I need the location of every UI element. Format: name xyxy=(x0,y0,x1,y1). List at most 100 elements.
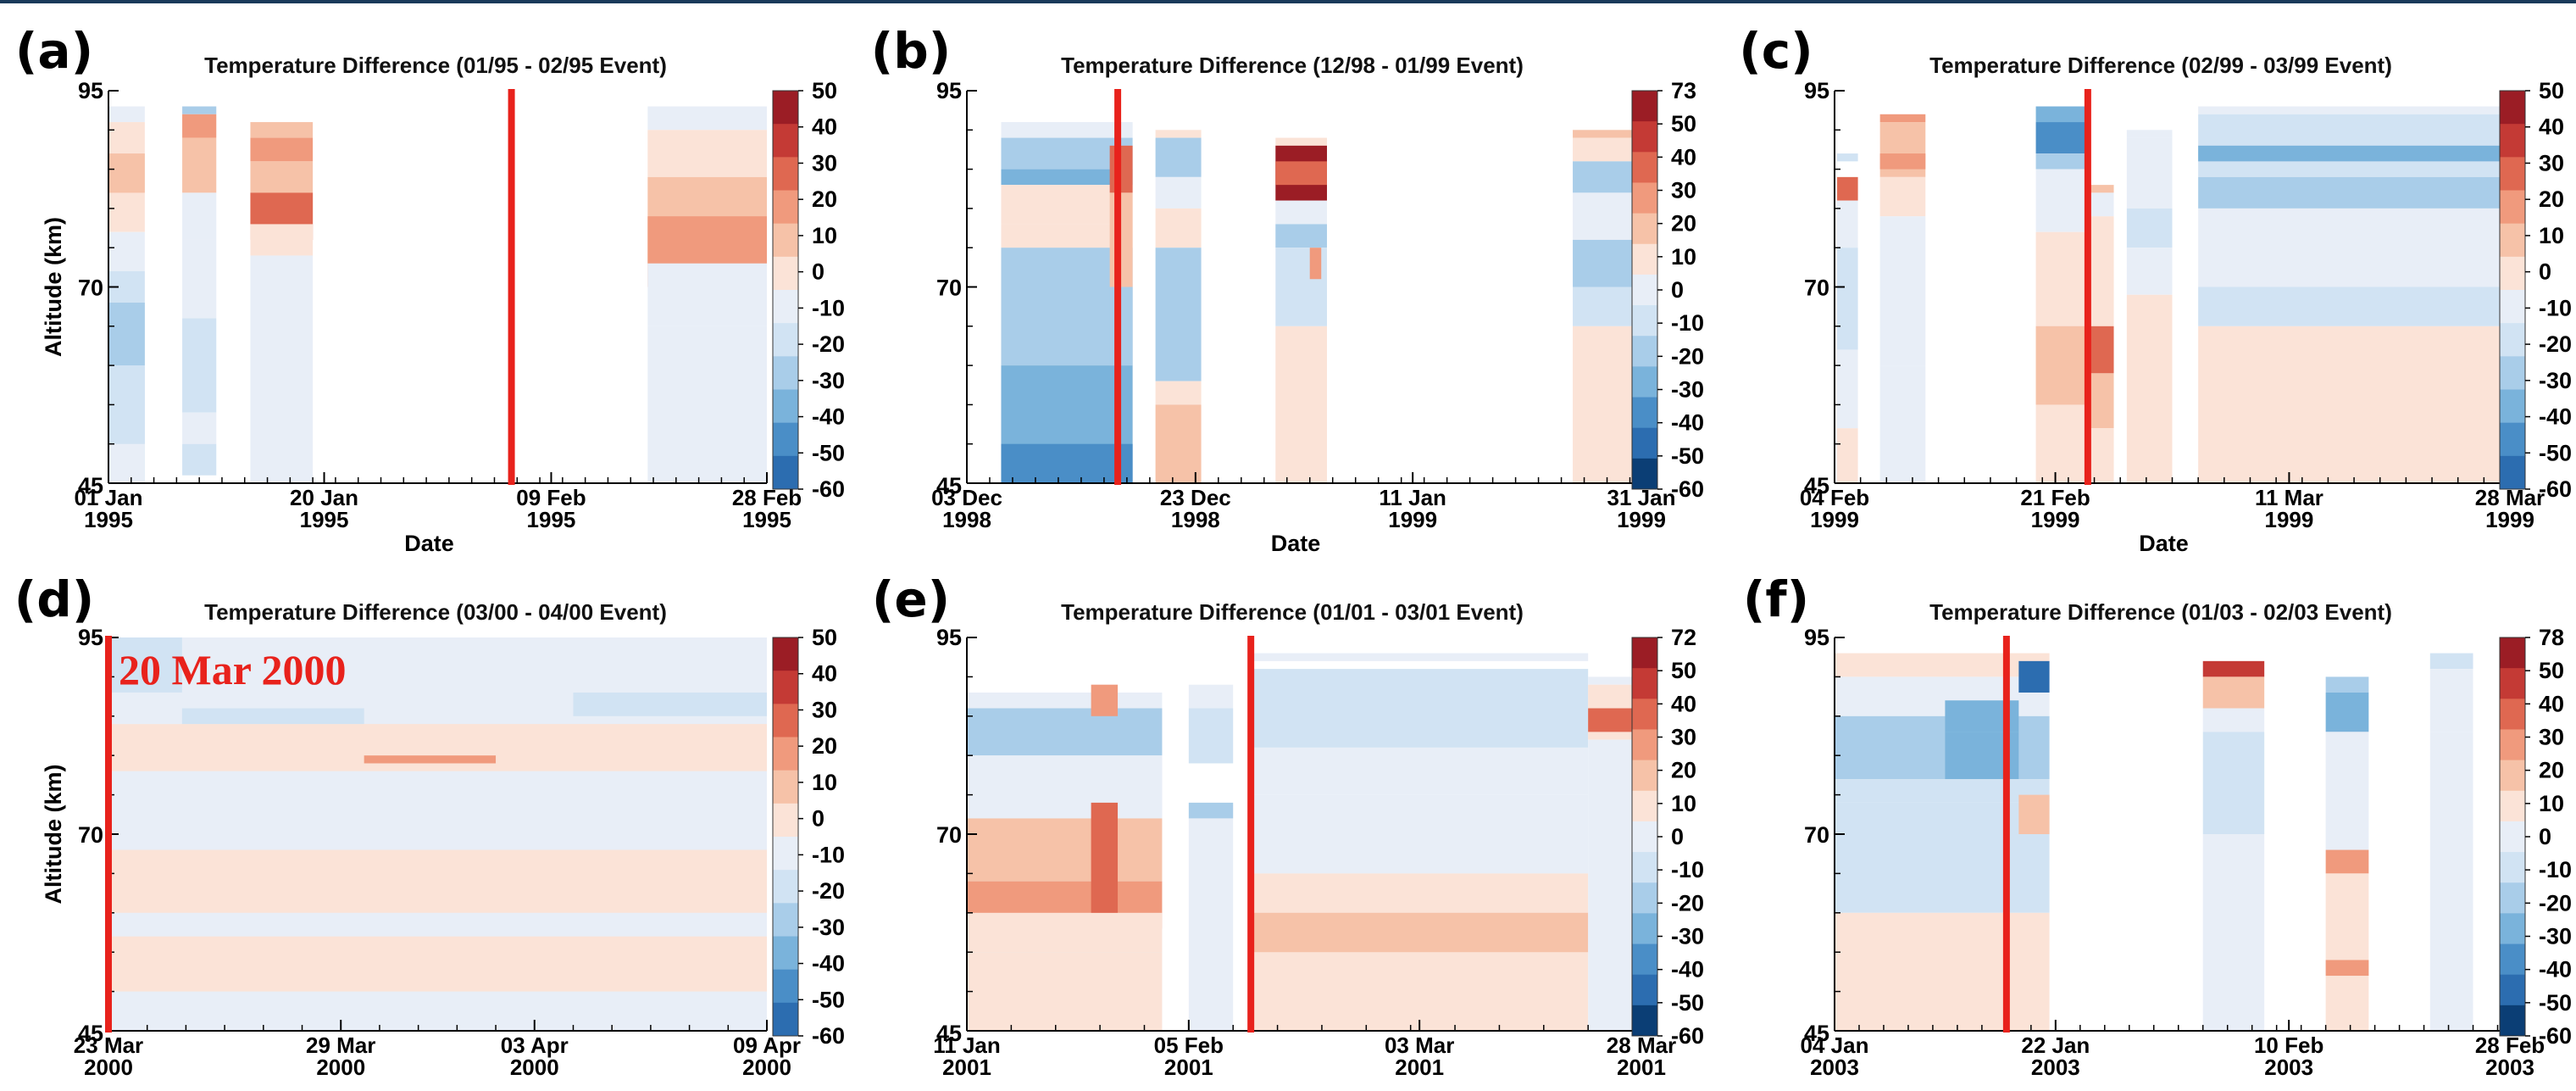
heatmap-cells xyxy=(108,106,767,483)
heatmap-cell xyxy=(1588,676,1641,685)
colorbar-swatch xyxy=(2500,157,2525,191)
y-tick-label: 95 xyxy=(936,625,962,650)
colorbar-swatch xyxy=(1632,668,1657,699)
top-border-line xyxy=(0,0,2576,3)
x-axis-label: Date xyxy=(404,531,454,556)
panel-title: Temperature Difference (01/95 - 02/95 Ev… xyxy=(204,53,667,78)
colorbar-swatch xyxy=(773,455,798,490)
colorbar-label: -30 xyxy=(812,368,845,393)
colorbar-swatch xyxy=(773,190,798,225)
colorbar-label: 20 xyxy=(2539,758,2564,783)
colorbar-swatch xyxy=(1632,458,1657,490)
x-tick-year: 2001 xyxy=(1395,1055,1444,1080)
colorbar-label: -40 xyxy=(812,951,845,977)
colorbar-swatch xyxy=(2500,913,2525,945)
colorbar-label: 50 xyxy=(812,78,837,103)
heatmap-cell xyxy=(2198,208,2510,287)
heatmap-cell xyxy=(182,114,217,138)
colorbar-label: 20 xyxy=(1671,211,1696,237)
x-tick-label: 03 Dec xyxy=(931,485,1002,510)
heatmap-cell xyxy=(1155,208,1202,248)
heatmap-cell xyxy=(1188,708,1234,764)
heatmap-cell xyxy=(2198,326,2510,483)
colorbar-swatch xyxy=(2500,422,2525,457)
colorbar-label: -50 xyxy=(2539,440,2572,465)
panel-letter: (f) xyxy=(1743,571,1809,628)
y-tick-label: 45 xyxy=(1804,473,1829,498)
heatmap-cell xyxy=(1837,200,1858,248)
colorbar-label: -40 xyxy=(1671,957,1704,982)
colorbar-swatch xyxy=(1632,366,1657,398)
colorbar-label: -20 xyxy=(2539,331,2572,357)
colorbar-swatch xyxy=(2500,356,2525,390)
colorbar-swatch xyxy=(1632,243,1657,276)
colorbar-swatch xyxy=(2500,699,2525,730)
heatmap-cell xyxy=(1573,137,1641,162)
colorbar-label: -20 xyxy=(812,878,845,904)
colorbar-swatch xyxy=(1632,760,1657,792)
heatmap-cell xyxy=(2325,676,2369,693)
heatmap-cell xyxy=(108,231,145,271)
colorbar-label: 10 xyxy=(1671,791,1696,816)
y-tick-label: 95 xyxy=(1804,625,1829,650)
chart-panel-b: (b) Temperature Difference (12/98 - 01/99… xyxy=(871,22,1704,556)
x-tick-year: 2003 xyxy=(2031,1055,2080,1080)
heatmap-cell xyxy=(2202,732,2265,834)
heatmap-cell xyxy=(1835,912,2050,1031)
colorbar-label: 78 xyxy=(2539,625,2564,650)
colorbar-swatch xyxy=(773,704,798,738)
colorbar-label: -20 xyxy=(2539,890,2572,916)
colorbar-frame xyxy=(772,90,799,490)
colorbar-label: -20 xyxy=(812,331,845,357)
x-tick-year: 2000 xyxy=(510,1055,559,1080)
heatmap-cell xyxy=(2126,130,2173,138)
panel-letter: (e) xyxy=(872,571,950,628)
colorbar-label: 0 xyxy=(812,806,824,832)
colorbar-label: 50 xyxy=(1671,658,1696,683)
heatmap-cell xyxy=(1109,287,1133,366)
y-tick-label: 45 xyxy=(78,473,103,498)
heatmap-cell xyxy=(108,849,767,913)
heatmap-cell xyxy=(1573,161,1641,193)
y-tick-label: 70 xyxy=(936,822,962,848)
colorbar-swatch xyxy=(773,803,798,838)
colorbar-label: -30 xyxy=(1671,377,1704,403)
heatmap-cell xyxy=(967,912,1163,953)
heatmap-cell xyxy=(1573,326,1641,483)
heatmap-cell xyxy=(1275,326,1327,483)
heatmap-cell xyxy=(1188,802,1234,819)
colorbar-swatch xyxy=(2500,974,2525,1006)
heatmap-cell xyxy=(1275,137,1327,146)
x-tick-label: 04 Feb xyxy=(1800,485,1869,510)
colorbar-swatch xyxy=(773,737,798,771)
x-tick-year: 2003 xyxy=(2485,1055,2534,1080)
heatmap-cell xyxy=(967,708,1163,756)
heatmap-cell xyxy=(108,365,145,444)
x-tick-year: 1995 xyxy=(84,507,133,532)
colorbar-label: 30 xyxy=(1671,178,1696,203)
heatmap-cell xyxy=(108,106,145,123)
heatmap-cell xyxy=(1091,802,1119,913)
colorbar-label: -30 xyxy=(2539,924,2572,949)
colorbar-swatch xyxy=(2500,760,2525,792)
heatmap-cell xyxy=(1879,216,1926,366)
colorbar-label: -50 xyxy=(812,987,845,1012)
colorbar-swatch xyxy=(1632,152,1657,183)
heatmap-cell xyxy=(1835,779,2050,803)
colorbar-label: -60 xyxy=(812,1023,845,1049)
x-tick-label: 04 Jan xyxy=(1801,1033,1869,1058)
heatmap-cell xyxy=(182,106,217,114)
heatmap-cell xyxy=(1275,161,1327,186)
colorbar-frame xyxy=(2499,90,2526,490)
heatmap-cell xyxy=(2126,137,2173,209)
heatmap-cells xyxy=(1837,106,2510,483)
y-tick-label: 45 xyxy=(1804,1021,1829,1046)
x-tick-year: 1999 xyxy=(1810,507,1859,532)
heatmap-cell xyxy=(2325,763,2369,850)
heatmap-cell xyxy=(2126,248,2173,295)
heatmap-cell xyxy=(2202,708,2265,732)
heatmap-cell xyxy=(2087,373,2114,429)
colorbar-swatch xyxy=(773,356,798,390)
colorbar-label: 30 xyxy=(2539,150,2564,175)
colorbar-swatch xyxy=(773,91,798,125)
